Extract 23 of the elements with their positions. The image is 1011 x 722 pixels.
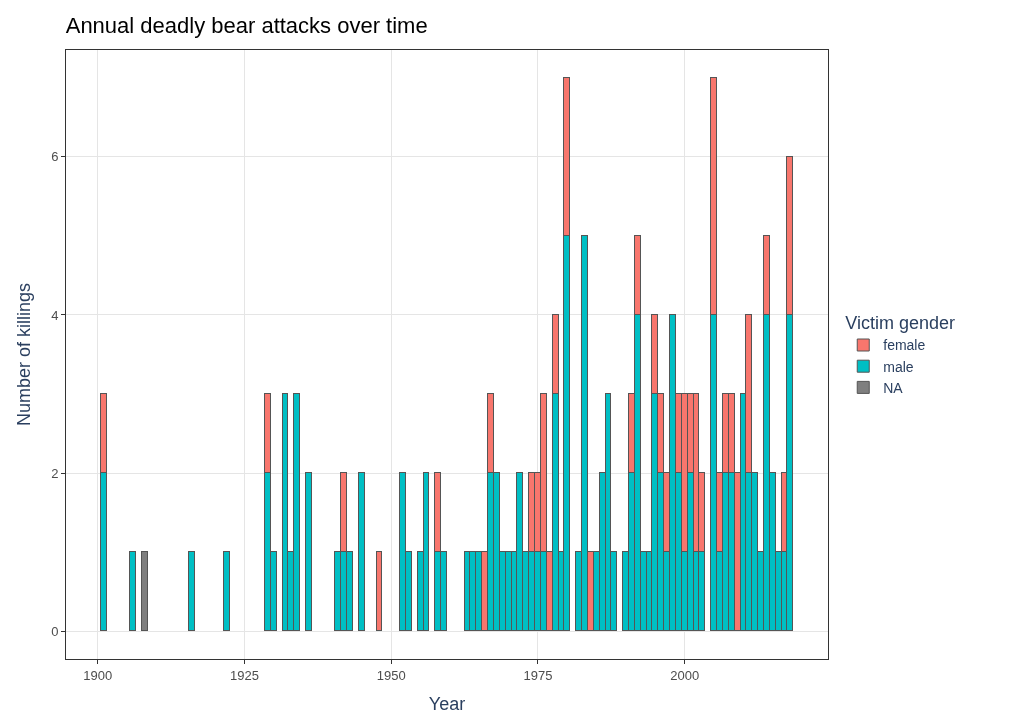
bar <box>141 551 148 631</box>
legend-label: NA <box>883 379 904 396</box>
bar <box>188 551 195 631</box>
bar <box>376 551 382 631</box>
x-tick-label: 1950 <box>376 667 406 683</box>
y-axis-title: Number of killings <box>14 282 35 427</box>
x-tick-label: 1925 <box>230 667 259 683</box>
bar <box>358 472 365 631</box>
chart-title: Annual deadly bear attacks over time <box>65 13 428 39</box>
y-tick-label: 2 <box>51 465 59 481</box>
legend-label: male <box>883 358 914 375</box>
bar <box>129 551 136 631</box>
bar <box>223 551 230 631</box>
bar <box>305 472 312 631</box>
x-tick-label: 1900 <box>83 667 113 683</box>
y-tick-label: 0 <box>51 623 59 639</box>
y-tick-label: 4 <box>51 307 59 323</box>
legend-title: Victim gender <box>845 313 955 334</box>
x-tick-label: 2000 <box>670 667 700 683</box>
x-axis-title: Year <box>428 693 466 714</box>
x-tick-label: 1975 <box>523 667 553 683</box>
legend-label: female <box>883 337 926 354</box>
y-tick-label: 6 <box>51 149 59 165</box>
